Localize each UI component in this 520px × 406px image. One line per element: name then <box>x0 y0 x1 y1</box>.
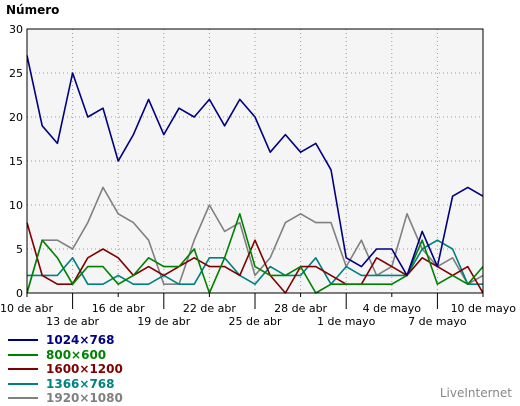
y-tick-label: 10 <box>9 199 23 212</box>
x-tick-label: 13 de abr <box>46 315 99 328</box>
x-tick-label: 1 de mayo <box>317 315 376 328</box>
grid-lines <box>26 29 484 309</box>
legend-swatch <box>8 339 38 341</box>
legend-label: 800×600 <box>46 347 107 362</box>
x-tick-label: 7 de mayo <box>408 315 467 328</box>
x-tick-label: 10 de mayo <box>451 302 517 315</box>
y-axis-title: Número <box>6 3 60 17</box>
y-tick-label: 15 <box>9 155 23 168</box>
brand-label: LiveInternet <box>439 386 512 400</box>
legend-item: 1024×768 <box>8 333 123 347</box>
y-tick-labels: 0 5 10 15 20 25 30 <box>9 23 23 300</box>
legend: 1024×768 800×600 1600×1200 1366×768 1920×108… <box>8 333 123 406</box>
legend-label: 1366×768 <box>46 376 115 391</box>
legend-label: 1024×768 <box>46 333 115 347</box>
legend-item: 1366×768 <box>8 377 123 391</box>
series-line-1920×1080 <box>26 186 484 294</box>
legend-item: 1600×1200 <box>8 362 123 376</box>
legend-label: 1600×1200 <box>46 362 123 376</box>
y-tick-label: 5 <box>16 243 23 256</box>
x-tick-label: 19 de abr <box>137 315 190 328</box>
x-tick-label: 10 de abr <box>0 302 53 315</box>
x-tick-label: 16 de abr <box>92 302 145 315</box>
series-lines <box>26 55 484 294</box>
x-tick-label: 4 de mayo <box>363 302 422 315</box>
legend-swatch <box>8 397 38 399</box>
y-tick-label: 30 <box>9 23 23 36</box>
plot-frame <box>26 28 484 294</box>
x-tick-label: 22 de abr <box>183 302 236 315</box>
y-tick-label: 0 <box>16 287 23 300</box>
x-tick-label: 25 de abr <box>229 315 282 328</box>
y-tick-label: 25 <box>9 67 23 80</box>
series-line-1024×768 <box>26 55 484 277</box>
legend-swatch <box>8 353 38 356</box>
x-tick-label: 28 de abr <box>274 302 327 315</box>
y-tick-label: 20 <box>9 111 23 124</box>
legend-swatch <box>8 382 38 385</box>
legend-label: 1920×1080 <box>46 391 123 405</box>
legend-item: 800×600 <box>8 348 123 362</box>
legend-item: 1920×1080 <box>8 391 123 405</box>
legend-swatch <box>8 368 38 370</box>
